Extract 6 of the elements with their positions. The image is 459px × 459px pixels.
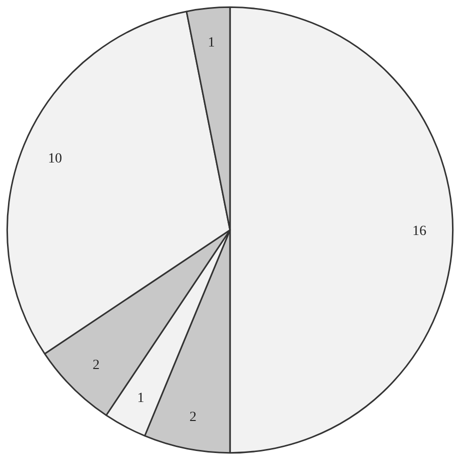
data-label: 2 <box>190 410 197 425</box>
data-label: 2 <box>92 358 100 373</box>
data-label: 1 <box>208 36 215 51</box>
data-label: 1 <box>137 391 144 406</box>
data-label: 16 <box>412 224 426 239</box>
data-label: 10 <box>48 152 62 167</box>
